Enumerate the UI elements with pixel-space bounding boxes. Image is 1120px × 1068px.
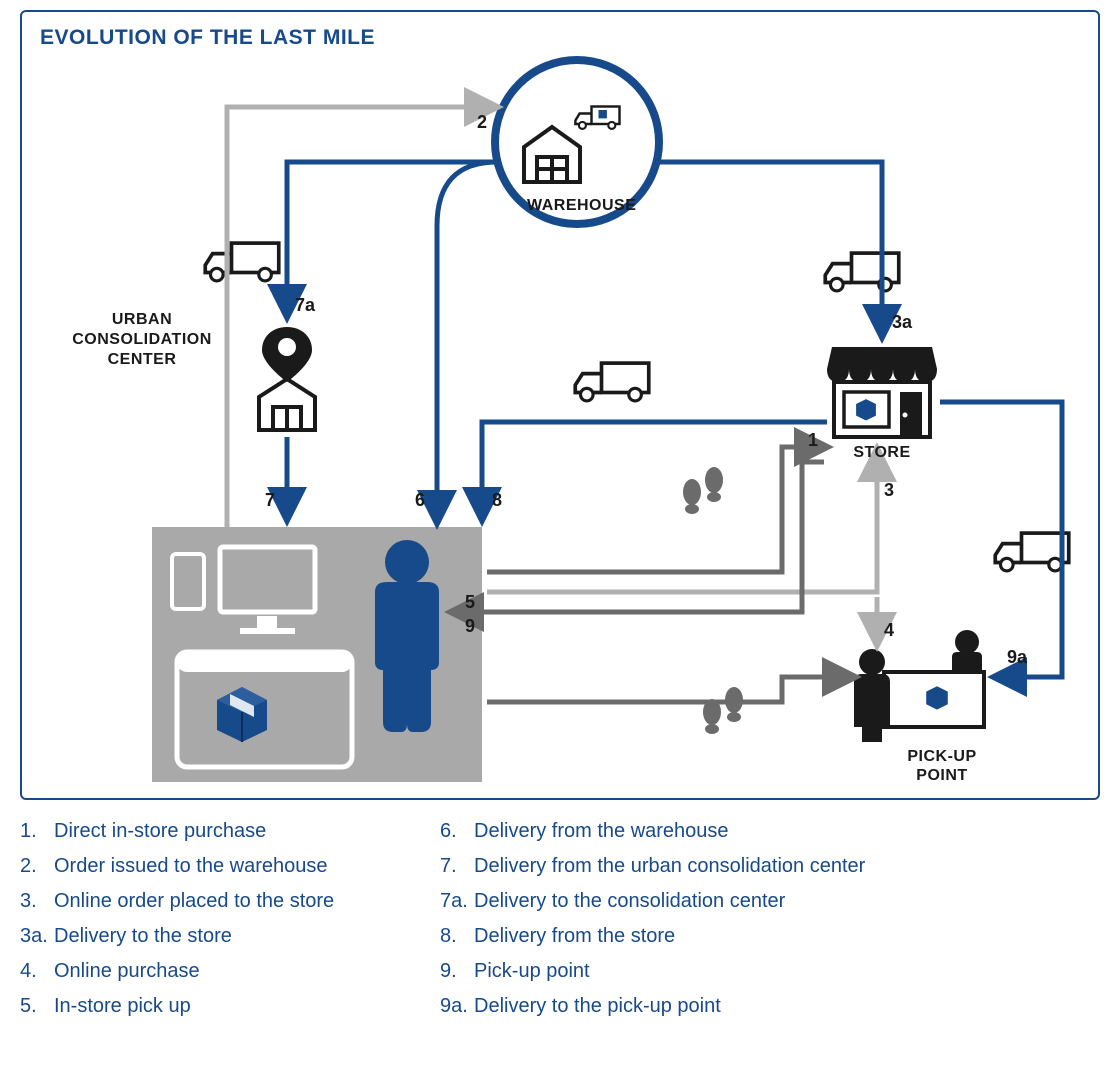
legend-item: 3a.Delivery to the store xyxy=(20,925,400,948)
truck-icon xyxy=(995,533,1069,571)
edge-label-4: 4 xyxy=(884,620,894,641)
edge-label-6: 6 xyxy=(415,490,425,511)
edge-8 xyxy=(482,422,827,517)
edge-3a xyxy=(657,162,882,334)
edge-label-7: 7 xyxy=(265,490,275,511)
edge-label-9: 9 xyxy=(465,616,475,637)
legend-item: 7.Delivery from the urban consolidation … xyxy=(440,855,865,878)
truck-icon xyxy=(575,363,649,401)
truck-icon xyxy=(205,243,279,281)
legend-col-left: 1.Direct in-store purchase 2.Order issue… xyxy=(20,820,400,1018)
edge-label-5: 5 xyxy=(465,592,475,613)
diagram-frame: EVOLUTION OF THE LAST MILE xyxy=(20,10,1100,800)
pickup-label: PICK-UP POINT xyxy=(892,747,992,785)
legend-item: 2.Order issued to the warehouse xyxy=(20,855,400,878)
legend-item: 8.Delivery from the store xyxy=(440,925,865,948)
edge-9 xyxy=(487,677,852,702)
ucc-icon xyxy=(259,327,315,430)
warehouse-label: WAREHOUSE xyxy=(527,197,627,215)
legend: 1.Direct in-store purchase 2.Order issue… xyxy=(20,820,1100,1018)
edge-label-3a: 3a xyxy=(892,312,912,333)
store-icon xyxy=(827,347,937,437)
edge-label-7a: 7a xyxy=(295,295,315,316)
pickup-icon xyxy=(854,630,984,742)
edge-2 xyxy=(227,107,494,527)
edge-1 xyxy=(487,447,824,572)
footprints-icon xyxy=(683,467,723,514)
footprints-icon xyxy=(703,687,743,734)
truck-icon xyxy=(825,253,899,291)
legend-item: 5.In-store pick up xyxy=(20,995,400,1018)
legend-col-right: 6.Delivery from the warehouse 7.Delivery… xyxy=(440,820,865,1018)
ucc-label: URBAN CONSOLIDATION CENTER xyxy=(62,310,222,370)
legend-item: 1.Direct in-store purchase xyxy=(20,820,400,843)
edge-label-3: 3 xyxy=(884,480,894,501)
legend-item: 9.Pick-up point xyxy=(440,960,865,983)
edge-label-1: 1 xyxy=(808,430,818,451)
diagram-canvas xyxy=(22,12,1102,802)
legend-item: 9a.Delivery to the pick-up point xyxy=(440,995,865,1018)
edge-label-2: 2 xyxy=(477,112,487,133)
edge-7a xyxy=(287,162,496,314)
edge-label-9a: 9a xyxy=(1007,647,1027,668)
legend-item: 3.Online order placed to the store xyxy=(20,890,400,913)
legend-item: 6.Delivery from the warehouse xyxy=(440,820,865,843)
legend-item: 4.Online purchase xyxy=(20,960,400,983)
edge-label-8: 8 xyxy=(492,490,502,511)
store-label: STORE xyxy=(842,444,922,462)
legend-item: 7a.Delivery to the consolidation center xyxy=(440,890,865,913)
